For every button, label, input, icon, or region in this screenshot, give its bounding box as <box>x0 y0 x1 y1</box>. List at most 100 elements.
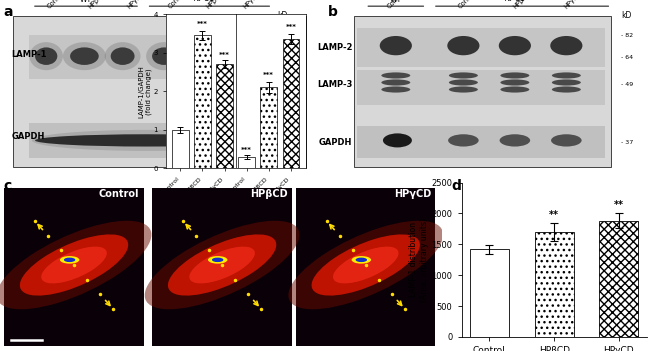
Circle shape <box>352 256 371 264</box>
Bar <box>216 64 233 168</box>
Text: ***: *** <box>285 24 296 30</box>
Bar <box>470 249 509 337</box>
Bar <box>261 87 277 168</box>
Bar <box>172 130 188 168</box>
Bar <box>13 16 305 167</box>
Bar <box>5 187 144 346</box>
Text: - 37: - 37 <box>280 134 292 139</box>
Ellipse shape <box>105 42 140 70</box>
Ellipse shape <box>449 72 478 79</box>
Text: a: a <box>3 5 13 19</box>
Text: WT: WT <box>80 0 92 5</box>
Ellipse shape <box>216 42 265 70</box>
Text: - 82: - 82 <box>280 64 292 69</box>
Text: LAMP-3: LAMP-3 <box>317 80 352 89</box>
Text: ***: *** <box>241 147 252 153</box>
Text: LAMP-1: LAMP-1 <box>11 50 47 59</box>
Text: HPβCD: HPβCD <box>512 0 532 10</box>
Ellipse shape <box>551 36 582 55</box>
Text: Control: Control <box>167 0 188 10</box>
Text: d: d <box>452 179 461 193</box>
Text: $NPC1^{-/-}$: $NPC1^{-/-}$ <box>255 324 283 333</box>
Ellipse shape <box>333 247 398 283</box>
Text: HPβCD: HPβCD <box>250 189 287 199</box>
Text: $NPC1^{-/-}$: $NPC1^{-/-}$ <box>193 0 227 5</box>
Bar <box>29 35 271 79</box>
Ellipse shape <box>552 79 581 86</box>
Ellipse shape <box>29 42 63 70</box>
Text: ***: *** <box>219 52 230 58</box>
Ellipse shape <box>449 79 478 86</box>
Ellipse shape <box>181 42 224 70</box>
Text: - 37: - 37 <box>621 140 633 145</box>
Ellipse shape <box>111 47 135 65</box>
Circle shape <box>60 256 79 264</box>
Text: Control: Control <box>386 0 408 10</box>
Ellipse shape <box>500 79 529 86</box>
Text: - 49: - 49 <box>621 82 633 87</box>
Bar <box>599 221 638 337</box>
Y-axis label: LAMP-1 distribution
(Area, arbitrary units): LAMP-1 distribution (Area, arbitrary uni… <box>410 218 429 302</box>
Ellipse shape <box>41 247 107 283</box>
Circle shape <box>356 258 367 262</box>
Text: HPγCD: HPγCD <box>242 0 262 10</box>
Text: Control: Control <box>46 0 68 10</box>
Ellipse shape <box>20 234 128 296</box>
Ellipse shape <box>449 86 478 93</box>
Text: - 180: - 180 <box>280 26 296 31</box>
Text: Wild type: Wild type <box>188 327 217 332</box>
Bar <box>194 35 211 168</box>
Text: HPγCD: HPγCD <box>126 0 146 10</box>
Bar <box>153 187 292 346</box>
Ellipse shape <box>224 47 256 65</box>
Ellipse shape <box>146 42 182 70</box>
Ellipse shape <box>189 247 255 283</box>
Ellipse shape <box>145 221 300 309</box>
Text: kD: kD <box>277 11 287 20</box>
Ellipse shape <box>551 134 582 147</box>
Bar <box>358 28 605 67</box>
Text: - 115: - 115 <box>280 47 296 52</box>
Ellipse shape <box>0 221 151 309</box>
Circle shape <box>212 258 224 262</box>
Text: ***: *** <box>197 21 208 27</box>
Text: $NPC1^{-/-}$: $NPC1^{-/-}$ <box>504 0 538 5</box>
Ellipse shape <box>70 47 99 65</box>
Text: - 64: - 64 <box>621 55 633 60</box>
Ellipse shape <box>380 36 412 55</box>
Text: HPβCD: HPβCD <box>205 0 226 10</box>
Ellipse shape <box>500 72 529 79</box>
Ellipse shape <box>552 72 581 79</box>
Bar <box>358 70 605 105</box>
Ellipse shape <box>168 234 276 296</box>
Text: b: b <box>328 5 338 19</box>
Ellipse shape <box>35 134 258 147</box>
Text: Control: Control <box>99 189 139 199</box>
Ellipse shape <box>499 36 531 55</box>
Ellipse shape <box>289 221 443 309</box>
Text: HPγCD: HPγCD <box>394 189 431 199</box>
Text: HPγCD: HPγCD <box>563 0 583 10</box>
Bar <box>239 157 255 168</box>
Bar <box>535 232 573 337</box>
Ellipse shape <box>448 134 478 147</box>
Text: LAMP-2: LAMP-2 <box>317 43 352 52</box>
Ellipse shape <box>500 86 529 93</box>
Ellipse shape <box>552 86 581 93</box>
Bar <box>296 187 436 346</box>
Ellipse shape <box>35 47 57 65</box>
Bar <box>358 126 605 158</box>
Ellipse shape <box>382 79 410 86</box>
Text: Control: Control <box>457 0 478 10</box>
Y-axis label: LAMP-1/GAPDH
(fold change): LAMP-1/GAPDH (fold change) <box>138 65 152 118</box>
Text: ***: *** <box>263 72 274 78</box>
Ellipse shape <box>447 36 480 55</box>
Ellipse shape <box>383 133 412 147</box>
Text: GAPDH: GAPDH <box>319 138 352 147</box>
Bar <box>283 39 299 168</box>
Text: **: ** <box>614 200 624 210</box>
Text: kD: kD <box>621 11 631 20</box>
Text: - 82: - 82 <box>621 33 633 38</box>
Circle shape <box>64 258 75 262</box>
Text: c: c <box>3 179 12 193</box>
